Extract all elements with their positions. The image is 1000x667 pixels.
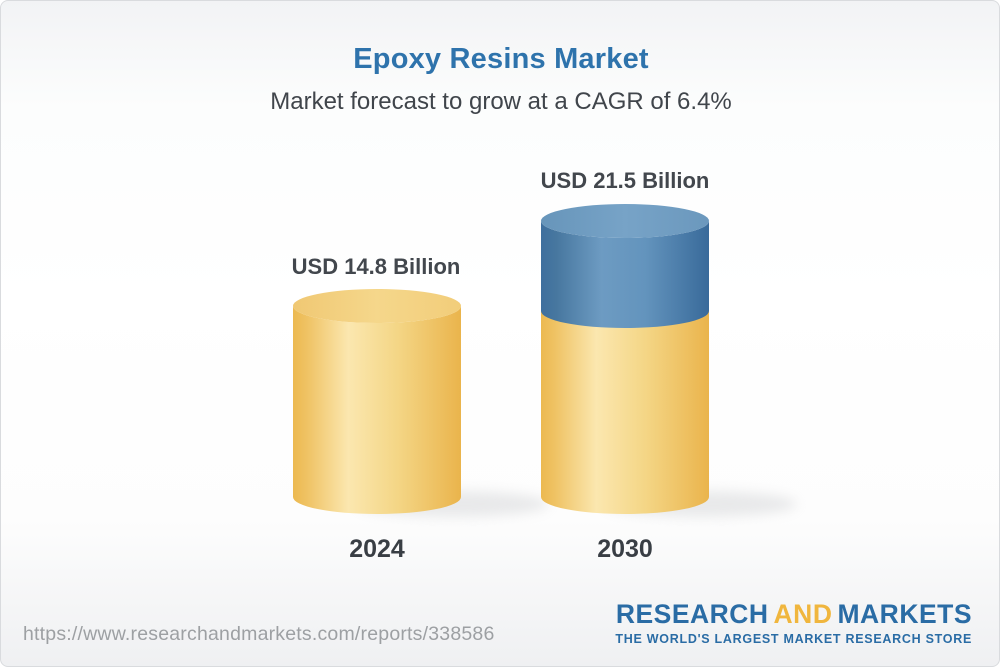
category-label-2030: 2030 [597, 535, 653, 563]
page-subtitle: Market forecast to grow at a CAGR of 6.4… [270, 88, 732, 115]
brand-logo: RESEARCH AND MARKETS THE WORLD'S LARGEST M… [615, 599, 972, 647]
brand-tagline: THE WORLD'S LARGEST MARKET RESEARCH STOR… [615, 632, 972, 647]
logo-word-and: AND [773, 599, 833, 629]
report-url-link[interactable]: https://www.researchandmarkets.com/repor… [23, 623, 495, 645]
logo-word-research: RESEARCH [615, 599, 769, 629]
bar-2030-cylinder [541, 204, 709, 514]
value-label-2030: USD 21.5 Billion [540, 168, 710, 193]
bar-2024-cylinder [293, 289, 461, 514]
brand-logo-wordmark: RESEARCH AND MARKETS [615, 599, 972, 629]
page-title: Epoxy Resins Market [353, 43, 649, 75]
category-label-2024: 2024 [349, 535, 405, 563]
value-label-2024: USD 14.8 Billion [291, 254, 461, 279]
logo-word-markets: MARKETS [837, 599, 972, 629]
